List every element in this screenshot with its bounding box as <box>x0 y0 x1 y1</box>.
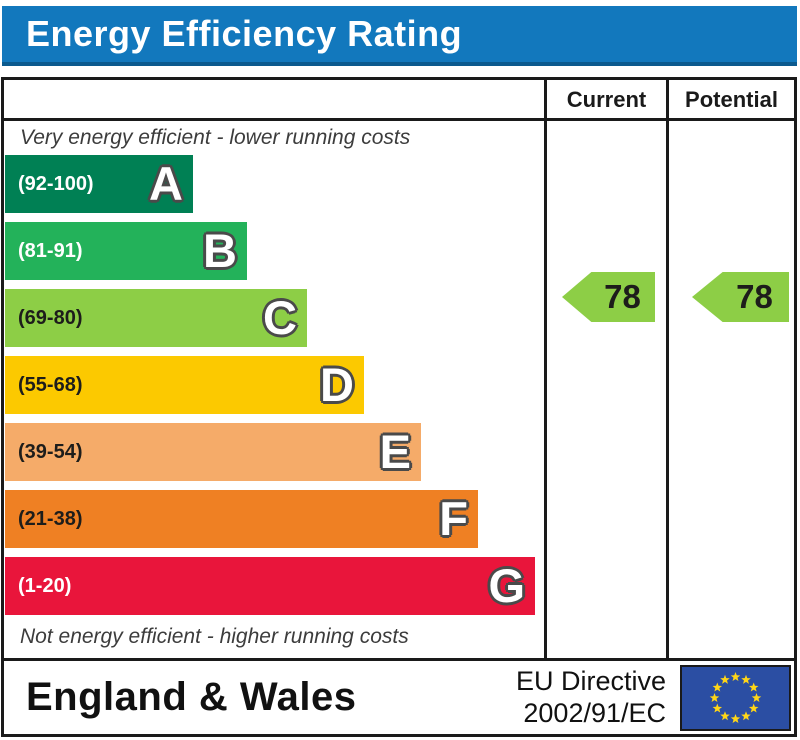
band-row-f: (21-38) F <box>5 490 544 548</box>
current-rating-value: 78 <box>604 278 641 315</box>
region-label: England & Wales <box>26 675 357 719</box>
band-bar-b: (81-91) B <box>5 222 247 280</box>
band-letter-f: F <box>439 492 468 545</box>
band-row-g: (1-20) G <box>5 557 544 615</box>
eu-directive-line2: 2002/91/EC <box>523 697 666 728</box>
current-column-header: Current <box>566 87 647 112</box>
current-column-divider <box>544 80 547 658</box>
header-divider-line <box>4 118 794 121</box>
title-bar: Energy Efficiency Rating <box>2 6 797 66</box>
band-bar-g: (1-20) G <box>5 557 535 615</box>
band-row-b: (81-91) B <box>5 222 544 280</box>
eu-flag-icon <box>680 664 791 731</box>
band-range-a: (92-100) <box>18 173 94 195</box>
band-letter-b: B <box>203 224 237 277</box>
rating-bands: (92-100) A (81-91) B (69-80) C (55-68) <box>5 155 544 624</box>
band-row-a: (92-100) A <box>5 155 544 213</box>
band-range-g: (1-20) <box>18 575 72 597</box>
band-range-c: (69-80) <box>18 307 83 329</box>
band-letter-c: C <box>263 291 297 344</box>
eu-directive-line1: EU Directive <box>515 666 666 697</box>
band-row-e: (39-54) E <box>5 423 544 481</box>
footer-bar: England & Wales EU Directive 2002/91/EC <box>1 661 797 737</box>
band-range-f: (21-38) <box>18 508 83 530</box>
band-range-e: (39-54) <box>18 441 83 463</box>
band-letter-e: E <box>379 425 411 478</box>
band-range-d: (55-68) <box>18 374 83 396</box>
band-bar-a: (92-100) A <box>5 155 193 213</box>
band-bar-c: (69-80) C <box>5 289 307 347</box>
band-row-d: (55-68) D <box>5 356 544 414</box>
potential-rating-value: 78 <box>736 278 773 315</box>
current-rating-arrow: 78 <box>562 272 655 322</box>
potential-column-header: Potential <box>685 87 778 112</box>
band-bar-f: (21-38) F <box>5 490 478 548</box>
band-bar-d: (55-68) D <box>5 356 364 414</box>
band-letter-g: G <box>488 559 525 612</box>
band-row-c: (69-80) C <box>5 289 544 347</box>
page-title: Energy Efficiency Rating <box>26 13 463 54</box>
band-bar-e: (39-54) E <box>5 423 421 481</box>
caption-not-efficient: Not energy efficient - higher running co… <box>20 625 409 648</box>
rating-chart: Current Potential Very energy efficient … <box>1 77 797 661</box>
band-letter-a: A <box>149 157 183 210</box>
potential-column-divider <box>666 80 669 658</box>
eu-directive-label: EU Directive 2002/91/EC <box>516 666 666 729</box>
potential-rating-arrow: 78 <box>692 272 789 322</box>
band-letter-d: D <box>320 358 354 411</box>
potential-arrow-shape <box>692 272 789 322</box>
band-range-b: (81-91) <box>18 240 83 262</box>
caption-very-efficient: Very energy efficient - lower running co… <box>20 126 411 149</box>
current-arrow-shape <box>562 272 655 322</box>
